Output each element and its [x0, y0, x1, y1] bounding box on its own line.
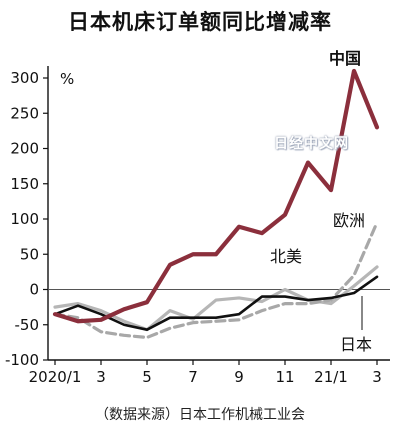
- y-tick-label: -100: [5, 351, 39, 369]
- source-note: （数据来源）日本工作机械工业会: [95, 407, 305, 423]
- x-tick-label: 3: [96, 368, 106, 386]
- y-tick-label: 50: [20, 245, 39, 263]
- y-tick-label: 300: [10, 69, 39, 87]
- series-label-japan: 日本: [340, 335, 372, 354]
- chart-title: 日本机床订单额同比增减率: [68, 10, 332, 34]
- y-tick-label: 250: [10, 104, 39, 122]
- tick-labels: -100 -50 0 50 100 150 200 250 300 % 2020/1 3 5 7 9 11 21…: [5, 69, 382, 386]
- axes: [43, 66, 390, 365]
- x-tick-label: 2020/1: [29, 368, 82, 386]
- y-tick-label: 200: [10, 140, 39, 158]
- x-tick-label: 7: [188, 368, 198, 386]
- x-tick-label: 21/1: [314, 368, 348, 386]
- series-label-china: 中国: [329, 49, 361, 68]
- x-tick-label: 11: [275, 368, 294, 386]
- watermark: 日经中文网: [274, 136, 349, 152]
- series-lines: [52, 68, 380, 340]
- y-tick-label: 150: [10, 175, 39, 193]
- series-label-usa: 北美: [270, 247, 302, 266]
- y-unit-label: %: [60, 70, 74, 88]
- y-tick-label: 0: [29, 281, 39, 299]
- x-tick-label: 9: [234, 368, 244, 386]
- y-tick-label: -50: [15, 316, 40, 334]
- x-tick-label: 5: [142, 368, 152, 386]
- series-line-europe: [53, 220, 379, 340]
- series-line-china: [52, 68, 380, 324]
- x-tick-label: 3: [372, 368, 382, 386]
- series-label-europe: 欧洲: [333, 211, 365, 230]
- y-tick-label: 100: [10, 210, 39, 228]
